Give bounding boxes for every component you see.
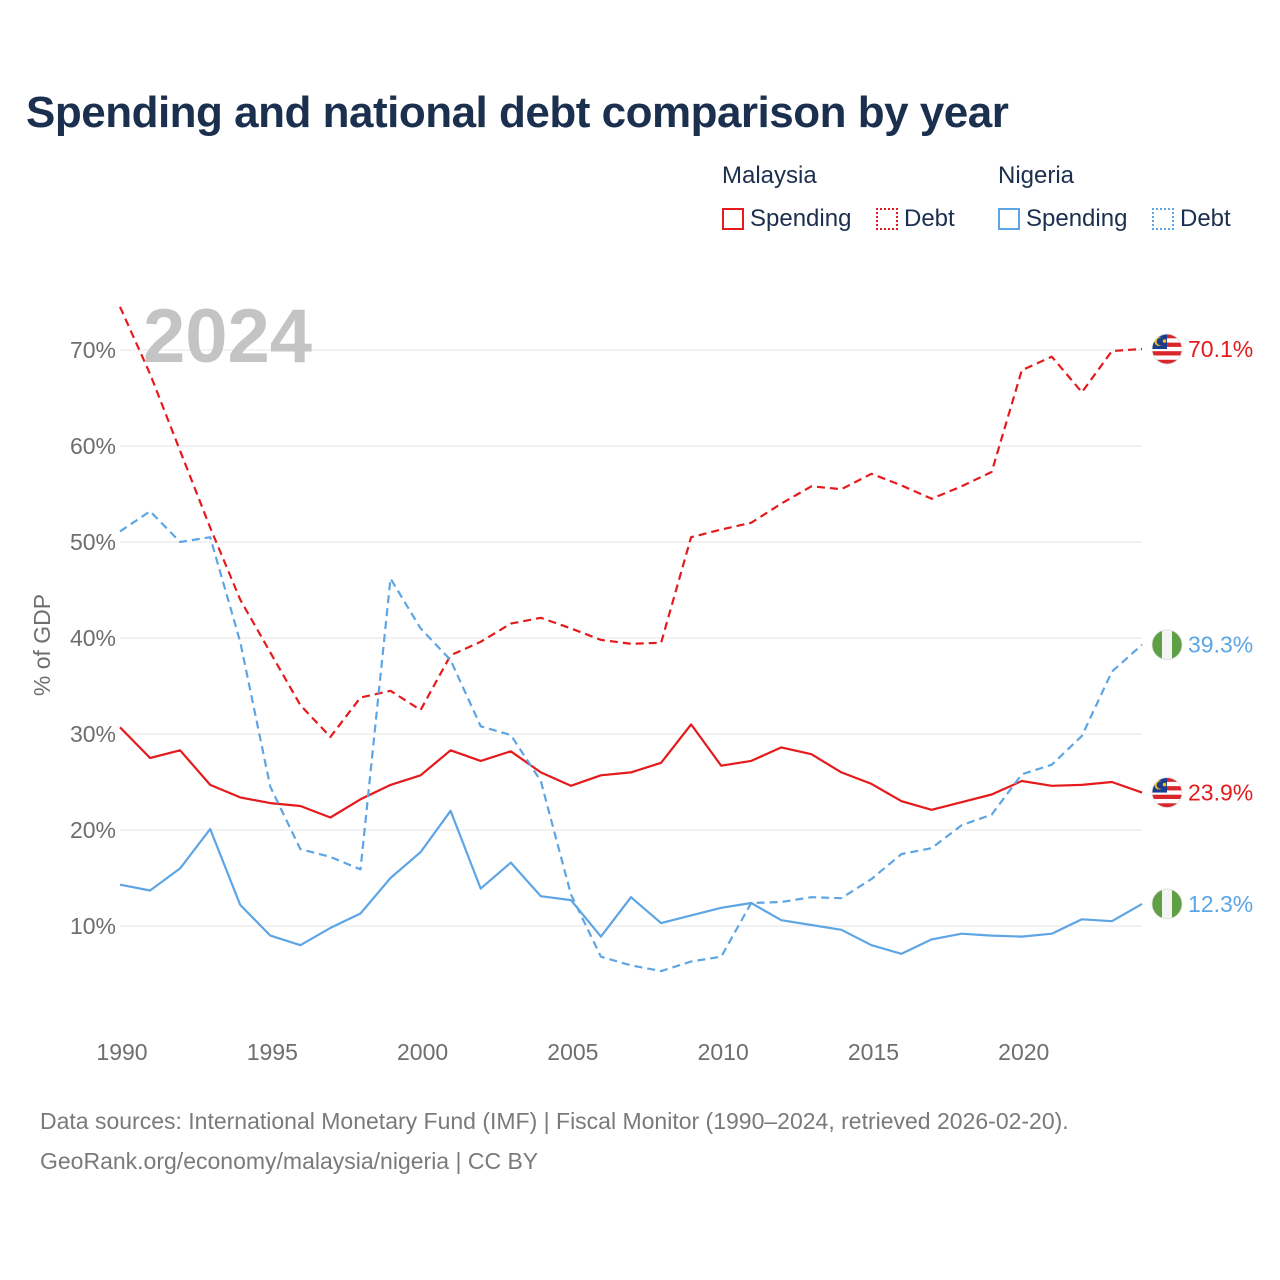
y-tick-label: 50% [70,529,116,555]
nigeria-flag-icon [1151,888,1183,920]
x-tick-label: 2010 [698,1039,749,1065]
x-tick-label: 2020 [998,1039,1049,1065]
legend-nigeria-debt[interactable]: Debt [1152,205,1231,233]
legend-nigeria-title: Nigeria [998,162,1075,189]
legend-nigeria-spending[interactable]: Spending [998,205,1127,233]
footer-credit[interactable]: GeoRank.org/economy/malaysia/nigeria | C… [40,1148,539,1174]
gridlines [120,349,1142,927]
legend-swatch-solid-icon [722,208,744,230]
legend-nigeria-debt-label: Debt [1180,205,1231,232]
malaysia-debt-line[interactable] [118,306,1143,739]
nigeria-spending-line[interactable] [119,809,1143,955]
year-watermark: 2024 [143,294,312,379]
legend-malaysia-title: Malaysia [722,162,817,189]
y-tick-label: 20% [70,817,116,843]
x-tick-label: 1995 [247,1039,298,1065]
malaysia-flag-icon [1151,333,1183,365]
y-axis-label: % of GDP [29,594,55,696]
legend-malaysia-spending[interactable]: Spending [722,205,851,233]
nigeria-flag-icon [1151,629,1183,661]
legend-swatch-dotted-icon [1152,208,1174,230]
y-tick-label: 30% [70,721,116,747]
legend-nigeria-spending-label: Spending [1026,205,1128,232]
nigeria-debt-end-label: 39.3% [1188,632,1253,658]
legend-malaysia-debt[interactable]: Debt [876,205,955,233]
x-tick-label: 2000 [397,1039,448,1065]
y-tick-label: 40% [70,625,116,651]
end-labels: 23.9% 70.1% 12.3% 39.3% [1151,333,1253,920]
malaysia-flag-icon [1151,777,1183,808]
x-tick-label: 1990 [96,1039,147,1065]
y-tick-label: 10% [70,913,116,939]
series [118,306,1143,973]
y-tick-label: 70% [70,337,116,363]
malaysia-debt-end-label: 70.1% [1188,336,1253,362]
chart-title: Spending and national debt comparison by… [26,88,1009,137]
malaysia-spending-end-label: 23.9% [1188,780,1253,806]
footer-sources: Data sources: International Monetary Fun… [40,1108,1069,1134]
y-tick-label: 60% [70,433,116,459]
nigeria-spending-end-label: 12.3% [1188,891,1253,917]
legend-malaysia-spending-label: Spending [750,205,852,232]
x-tick-label: 2015 [848,1039,899,1065]
nigeria-debt-line[interactable] [119,510,1143,973]
axes: 10% 20% 30% 40% 50% 60% 70% 1990 1995 2000 2005 201… [70,337,1049,1065]
legend-swatch-solid-icon [998,208,1020,230]
malaysia-spending-line[interactable] [119,723,1143,819]
legend-malaysia-debt-label: Debt [904,205,955,232]
legend-swatch-dotted-icon [876,208,898,230]
x-tick-label: 2005 [547,1039,598,1065]
